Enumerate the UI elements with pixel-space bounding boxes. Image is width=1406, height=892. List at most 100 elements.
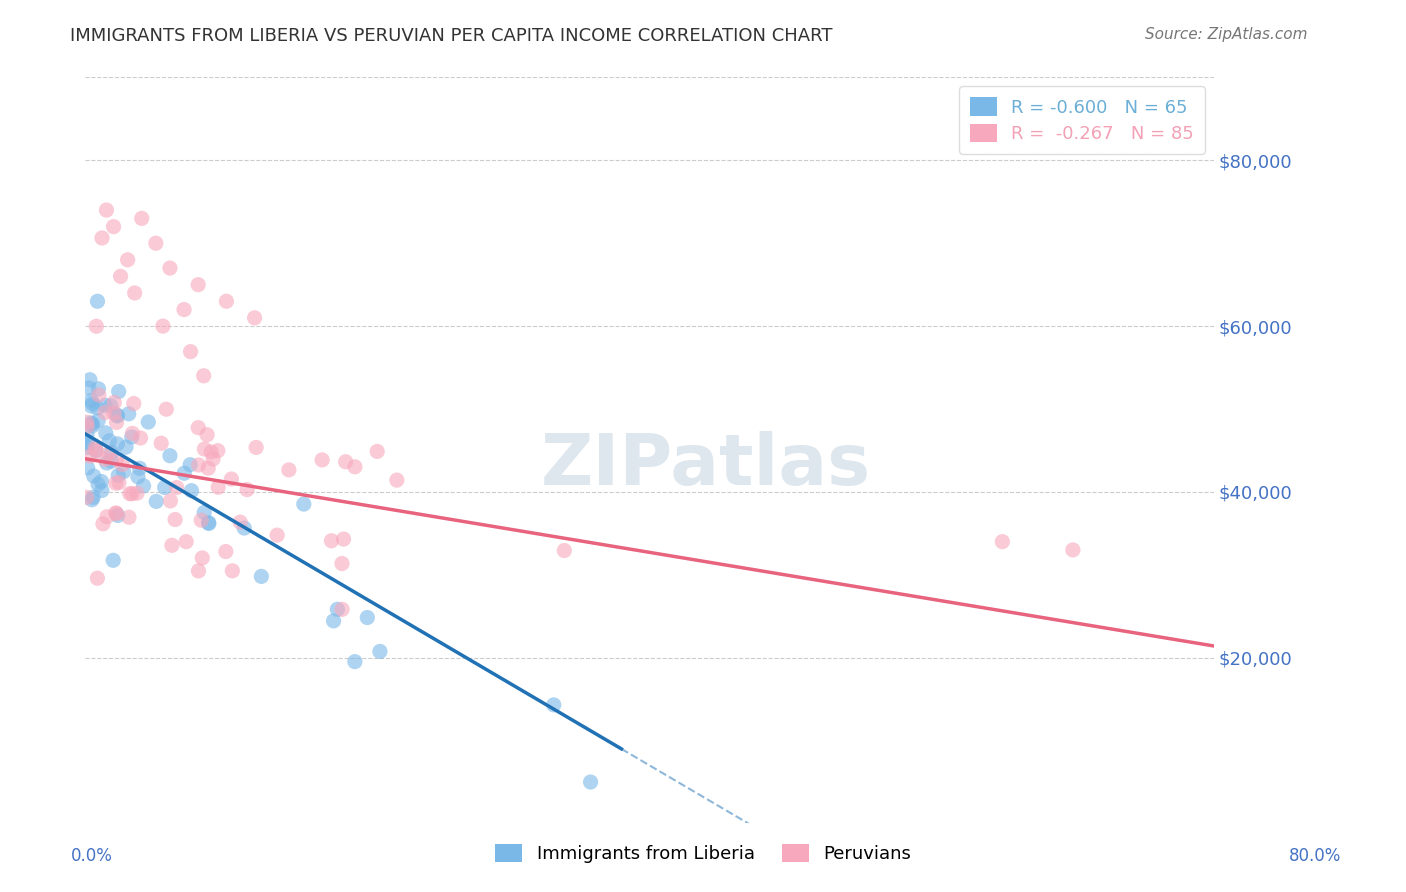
Point: [76, 491, 98, 505]
Point: [103, 406, 125, 420]
Point: [152, 319, 174, 334]
Point: [366, 444, 388, 458]
Point: [105, 416, 128, 430]
Point: [100, 399, 122, 413]
Point: [103, 395, 125, 409]
Point: [94, 452, 117, 467]
Point: [79, 416, 101, 430]
Point: [79, 449, 101, 463]
Point: [368, 644, 391, 658]
Point: [86, 401, 108, 415]
Point: [82, 417, 104, 431]
Point: [129, 431, 152, 445]
Point: [96, 509, 118, 524]
Point: [82, 418, 104, 433]
Point: [128, 461, 150, 475]
Point: [87, 382, 110, 396]
Point: [107, 409, 129, 423]
Point: [195, 427, 218, 442]
Point: [343, 459, 366, 474]
Point: [159, 449, 181, 463]
Point: [127, 470, 149, 484]
Point: [553, 543, 575, 558]
Point: [326, 602, 349, 616]
Point: [332, 532, 354, 546]
Point: [132, 479, 155, 493]
Point: [197, 461, 219, 475]
Point: [105, 408, 128, 422]
Point: [105, 507, 128, 521]
Point: [215, 294, 238, 309]
Point: [87, 477, 110, 491]
Point: [86, 319, 108, 334]
Point: [179, 458, 201, 472]
Point: [202, 452, 225, 467]
Point: [83, 469, 105, 483]
Point: [145, 494, 167, 508]
Text: 0.0%: 0.0%: [70, 847, 112, 865]
Point: [193, 368, 215, 383]
Point: [107, 468, 129, 483]
Point: [103, 553, 125, 567]
Point: [187, 564, 209, 578]
Point: [117, 252, 139, 267]
Point: [84, 443, 107, 458]
Point: [193, 506, 215, 520]
Point: [124, 285, 146, 300]
Point: [200, 445, 222, 459]
Point: [191, 550, 214, 565]
Text: Source: ZipAtlas.com: Source: ZipAtlas.com: [1144, 27, 1308, 42]
Point: [76, 419, 98, 434]
Point: [107, 508, 129, 523]
Point: [193, 442, 215, 456]
Point: [330, 602, 353, 616]
Point: [86, 294, 108, 309]
Point: [330, 557, 353, 571]
Point: [96, 203, 118, 218]
Point: [87, 388, 110, 402]
Point: [543, 698, 565, 712]
Point: [292, 497, 315, 511]
Point: [121, 430, 143, 444]
Point: [173, 467, 195, 481]
Point: [84, 441, 107, 455]
Point: [84, 443, 107, 458]
Point: [180, 483, 202, 498]
Point: [187, 420, 209, 434]
Point: [94, 398, 117, 412]
Point: [104, 506, 127, 520]
Point: [236, 483, 259, 497]
Point: [187, 458, 209, 472]
Point: [229, 515, 252, 529]
Point: [174, 534, 197, 549]
Point: [82, 396, 104, 410]
Point: [125, 486, 148, 500]
Point: [321, 533, 343, 548]
Point: [166, 481, 188, 495]
Point: [322, 614, 344, 628]
Point: [579, 775, 602, 789]
Point: [76, 436, 98, 450]
Point: [245, 441, 267, 455]
Point: [150, 436, 173, 450]
Point: [197, 516, 219, 530]
Point: [97, 447, 120, 461]
Point: [277, 463, 299, 477]
Point: [105, 452, 128, 467]
Legend: R = -0.600   N = 65, R =  -0.267   N = 85: R = -0.600 N = 65, R = -0.267 N = 85: [959, 87, 1205, 154]
Point: [112, 465, 135, 479]
Point: [108, 475, 131, 490]
Point: [107, 437, 129, 451]
Point: [100, 454, 122, 468]
Point: [121, 487, 143, 501]
Point: [98, 434, 121, 448]
Point: [207, 443, 229, 458]
Point: [335, 455, 357, 469]
Point: [159, 261, 181, 276]
Text: ZIPatlas: ZIPatlas: [541, 431, 872, 500]
Point: [100, 445, 122, 459]
Point: [76, 461, 98, 475]
Point: [215, 544, 238, 558]
Point: [385, 473, 408, 487]
Point: [86, 571, 108, 585]
